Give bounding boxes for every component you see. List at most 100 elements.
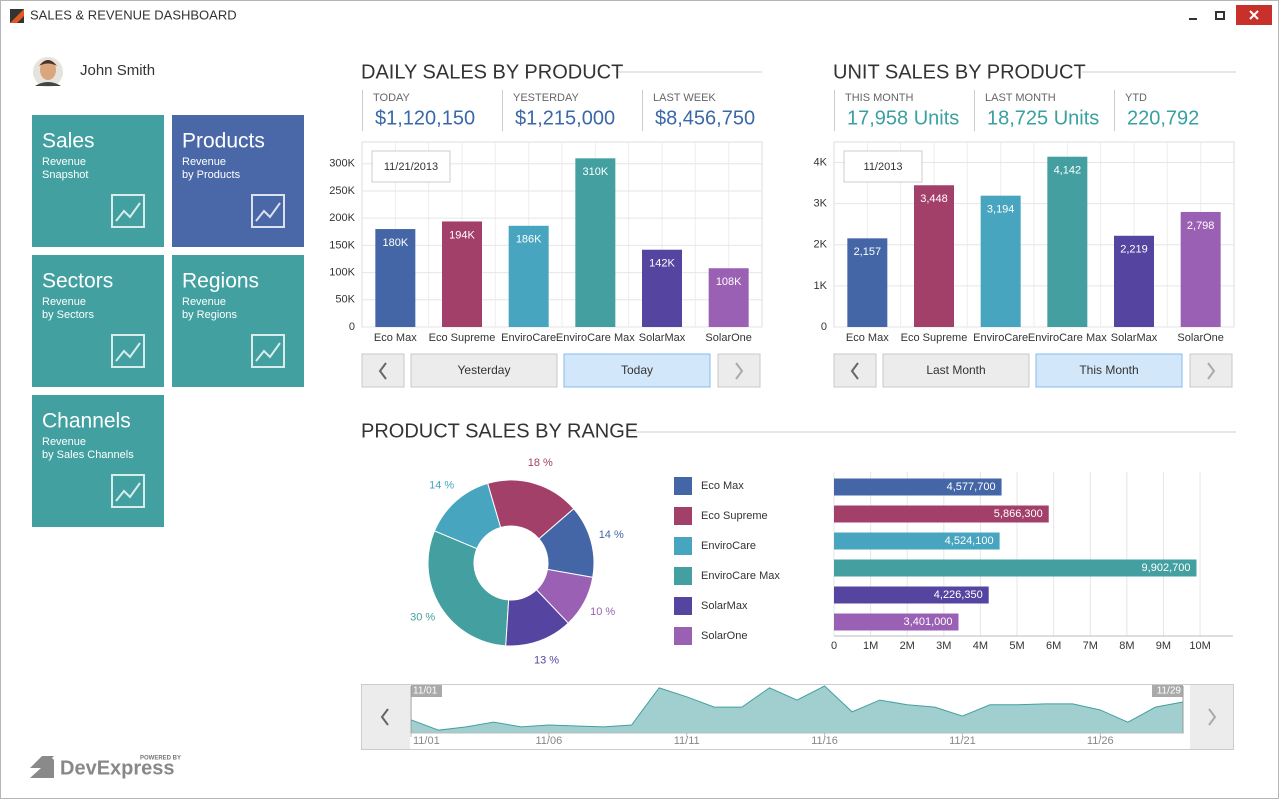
hbar-value-label: 4,524,100	[945, 535, 994, 547]
legend-label: Eco Supreme	[701, 510, 768, 522]
x-tick-label: SolarOne	[1177, 332, 1223, 344]
slice-label: 10 %	[590, 606, 615, 618]
slice-label: 30 %	[410, 612, 435, 624]
chart-date: 11/21/2013	[384, 161, 438, 173]
bar-value-label: 194K	[449, 229, 475, 241]
bar	[708, 268, 749, 327]
prev-arrow	[380, 708, 389, 726]
timeline-tick-label: 11/01	[413, 735, 440, 747]
kpi-label: THIS MONTH	[845, 92, 913, 104]
x-tick-label: 8M	[1119, 640, 1134, 652]
tile-subtitle: by Regions	[182, 309, 238, 321]
hbar-value-label: 4,226,350	[934, 589, 983, 601]
tile-title: Regions	[182, 270, 259, 293]
period-button[interactable]	[882, 353, 1030, 388]
y-tick-label: 250K	[329, 185, 355, 197]
tile-title: Channels	[42, 410, 131, 433]
bar	[642, 249, 682, 327]
bar-value-label: 180K	[382, 237, 408, 249]
section-title: PRODUCT SALES BY RANGE	[361, 420, 638, 442]
kpi-label: YTD	[1125, 92, 1147, 104]
nav-tile[interactable]	[172, 255, 304, 387]
x-tick-label: SolarMax	[639, 332, 686, 344]
period-button[interactable]	[410, 353, 558, 388]
period-button[interactable]	[563, 353, 711, 388]
timeline-tick-label: 11/26	[1087, 735, 1114, 747]
window-title: SALES & REVENUE DASHBOARD	[30, 7, 237, 22]
x-tick-label: 2M	[900, 640, 915, 652]
window-controls[interactable]	[1189, 5, 1272, 25]
period-button[interactable]	[1035, 353, 1183, 388]
selection-start: 11/01	[413, 686, 438, 697]
kpi-label: YESTERDAY	[513, 92, 579, 104]
legend-swatch	[674, 627, 692, 645]
kpi-value: 18,725 Units	[987, 107, 1099, 129]
tile-icon	[111, 194, 145, 228]
slice-label: 14 %	[429, 479, 454, 491]
nav-tile[interactable]	[172, 115, 304, 247]
y-tick-label: 4K	[814, 156, 828, 168]
x-tick-label: Eco Max	[846, 332, 889, 344]
x-tick-label: 9M	[1156, 640, 1171, 652]
period-button-label: Yesterday	[458, 363, 511, 377]
date-box	[843, 150, 923, 183]
bar	[442, 221, 482, 327]
x-tick-label: Eco Supreme	[901, 332, 968, 344]
next-arrow	[1207, 362, 1216, 380]
bar	[375, 229, 416, 327]
legend-label: EnviroCare	[701, 540, 756, 552]
kpi-value: $8,456,750	[655, 107, 755, 129]
x-tick-label: 4M	[973, 640, 988, 652]
bar-value-label: 108K	[716, 276, 742, 288]
nav-tile[interactable]	[32, 395, 164, 527]
branding: POWERED BY DevExpress	[30, 756, 181, 779]
bar-value-label: 310K	[582, 166, 608, 178]
bar	[1180, 211, 1221, 327]
prev-button[interactable]	[361, 353, 405, 388]
range-prev-button[interactable]	[362, 685, 410, 749]
range-next-button[interactable]	[1190, 685, 1233, 749]
legend-label: SolarOne	[701, 630, 747, 642]
kpi-label: TODAY	[373, 92, 411, 104]
tile-subtitle: by Sectors	[42, 309, 94, 321]
bar-value-label: 2,219	[1120, 244, 1148, 256]
bar-value-label: 4,142	[1054, 165, 1082, 177]
selection-start-box	[411, 685, 442, 697]
y-tick-label: 2K	[814, 239, 828, 251]
donut-slice	[535, 568, 594, 624]
section-title: UNIT SALES BY PRODUCT	[833, 61, 1086, 83]
x-tick-label: 10M	[1189, 640, 1210, 652]
x-tick-label: 5M	[1009, 640, 1024, 652]
tile-icon	[251, 334, 285, 368]
user-name: John Smith	[80, 62, 155, 79]
nav-tile[interactable]	[32, 255, 164, 387]
prev-arrow	[378, 362, 387, 380]
tile-subtitle: Revenue	[182, 156, 226, 168]
next-button[interactable]	[1189, 353, 1233, 388]
bar	[1047, 156, 1088, 327]
kpi-value: 17,958 Units	[847, 107, 959, 129]
legend-label: Eco Max	[701, 480, 744, 492]
y-tick-label: 100K	[329, 266, 355, 278]
prev-button[interactable]	[833, 353, 877, 388]
tile-title: Sales	[42, 130, 95, 153]
next-button[interactable]	[717, 353, 761, 388]
y-tick-label: 300K	[329, 158, 355, 170]
x-tick-label: Eco Supreme	[429, 332, 496, 344]
x-tick-label: 1M	[863, 640, 878, 652]
y-tick-label: 150K	[329, 239, 355, 251]
nav-tile[interactable]	[32, 115, 164, 247]
hbar	[834, 478, 1002, 496]
tile-title: Products	[182, 130, 265, 153]
y-tick-label: 50K	[335, 294, 355, 306]
hbar	[834, 559, 1197, 577]
slice-label: 13 %	[534, 655, 559, 667]
y-tick-label: 0	[821, 321, 827, 333]
date-box	[371, 150, 451, 183]
y-tick-label: 0	[349, 321, 355, 333]
bar	[575, 158, 616, 327]
bar-value-label: 2,157	[854, 246, 882, 258]
kpi-label: LAST WEEK	[653, 92, 716, 104]
tile-icon	[251, 194, 285, 228]
kpi-value: $1,215,000	[515, 107, 615, 129]
